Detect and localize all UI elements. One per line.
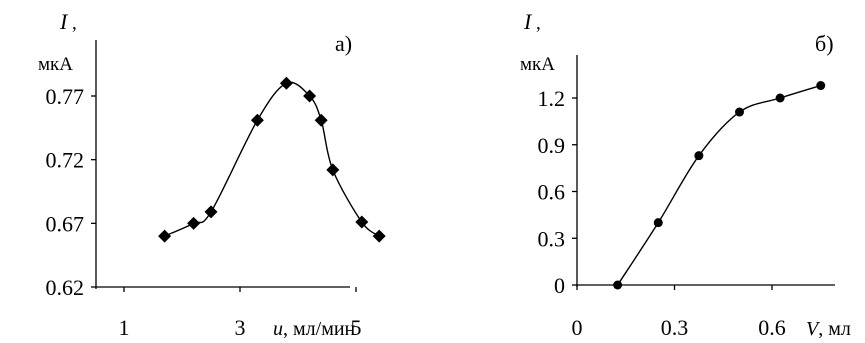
panel-b-series-line	[617, 84, 821, 286]
panel-a-data-point	[158, 229, 172, 243]
panel-a-data-point	[355, 215, 369, 229]
panel-a-data-point	[204, 205, 218, 219]
panel-b-data-point	[735, 107, 744, 117]
chart-panel-a: I , мкА а) u, мл/мин 0.62 0.67 0.72 0.77 1 3 5	[38, 9, 386, 340]
panel-a-y-tick-label: 0.62	[46, 275, 85, 300]
panel-a-ylabel-unit: мкА	[38, 54, 73, 75]
panel-b-ylabel-symbol: I	[523, 9, 533, 34]
panel-a-ylabel-separator: ,	[72, 13, 77, 34]
panel-b-label: б)	[815, 31, 834, 56]
panel-a-x-tick-label: 3	[235, 315, 246, 340]
panel-a-x-tick-label: 5	[351, 315, 362, 340]
panel-b-data-point	[694, 151, 704, 161]
panel-a-data-point	[326, 163, 340, 177]
panel-b-data-point	[613, 280, 623, 290]
panel-a-ylabel-symbol: I	[59, 9, 69, 34]
panel-a-data-point	[314, 113, 328, 127]
panel-b-data-point	[775, 93, 785, 103]
panel-a-data-point	[303, 89, 317, 103]
panel-a-data-point	[187, 216, 201, 230]
panel-b-y-tick-label: 1.2	[538, 86, 566, 111]
panel-b-data-point	[653, 218, 663, 228]
panel-b-data-point	[816, 81, 826, 91]
panel-a-label: а)	[335, 31, 352, 56]
panel-b-ylabel-separator: ,	[536, 13, 541, 34]
panel-b-x-tick-label: 0	[572, 315, 583, 340]
panel-a-data-point	[279, 76, 293, 90]
panel-a-data-point	[250, 113, 264, 127]
panel-a-y-tick-label: 0.67	[46, 211, 85, 236]
panel-a-data-point	[372, 229, 386, 243]
panel-b-y-tick-label: 0.3	[538, 226, 566, 251]
panel-b-y-tick-label: 0	[554, 273, 565, 298]
panel-b-ylabel-unit: мкА	[520, 54, 555, 75]
panel-a-y-tick-label: 0.72	[46, 148, 85, 173]
panel-a-xlabel: u, мл/мин	[273, 318, 356, 340]
panel-b-y-tick-label: 0.6	[538, 180, 566, 205]
panel-b-y-tick-label: 0.9	[538, 133, 566, 158]
panel-b-x-tick-label: 0.6	[758, 315, 786, 340]
panel-b-x-tick-label: 0.3	[661, 315, 689, 340]
panel-a-y-tick-label: 0.77	[46, 84, 85, 109]
panel-a-series-line	[164, 81, 380, 237]
chart-panel-b: I , мкА б) V, мл 0 0.3 0.6 0.9 1.2 0 0.3 0.6	[520, 9, 851, 340]
panel-a-x-tick-label: 1	[119, 315, 130, 340]
panel-b-xlabel: V, мл	[806, 318, 851, 340]
